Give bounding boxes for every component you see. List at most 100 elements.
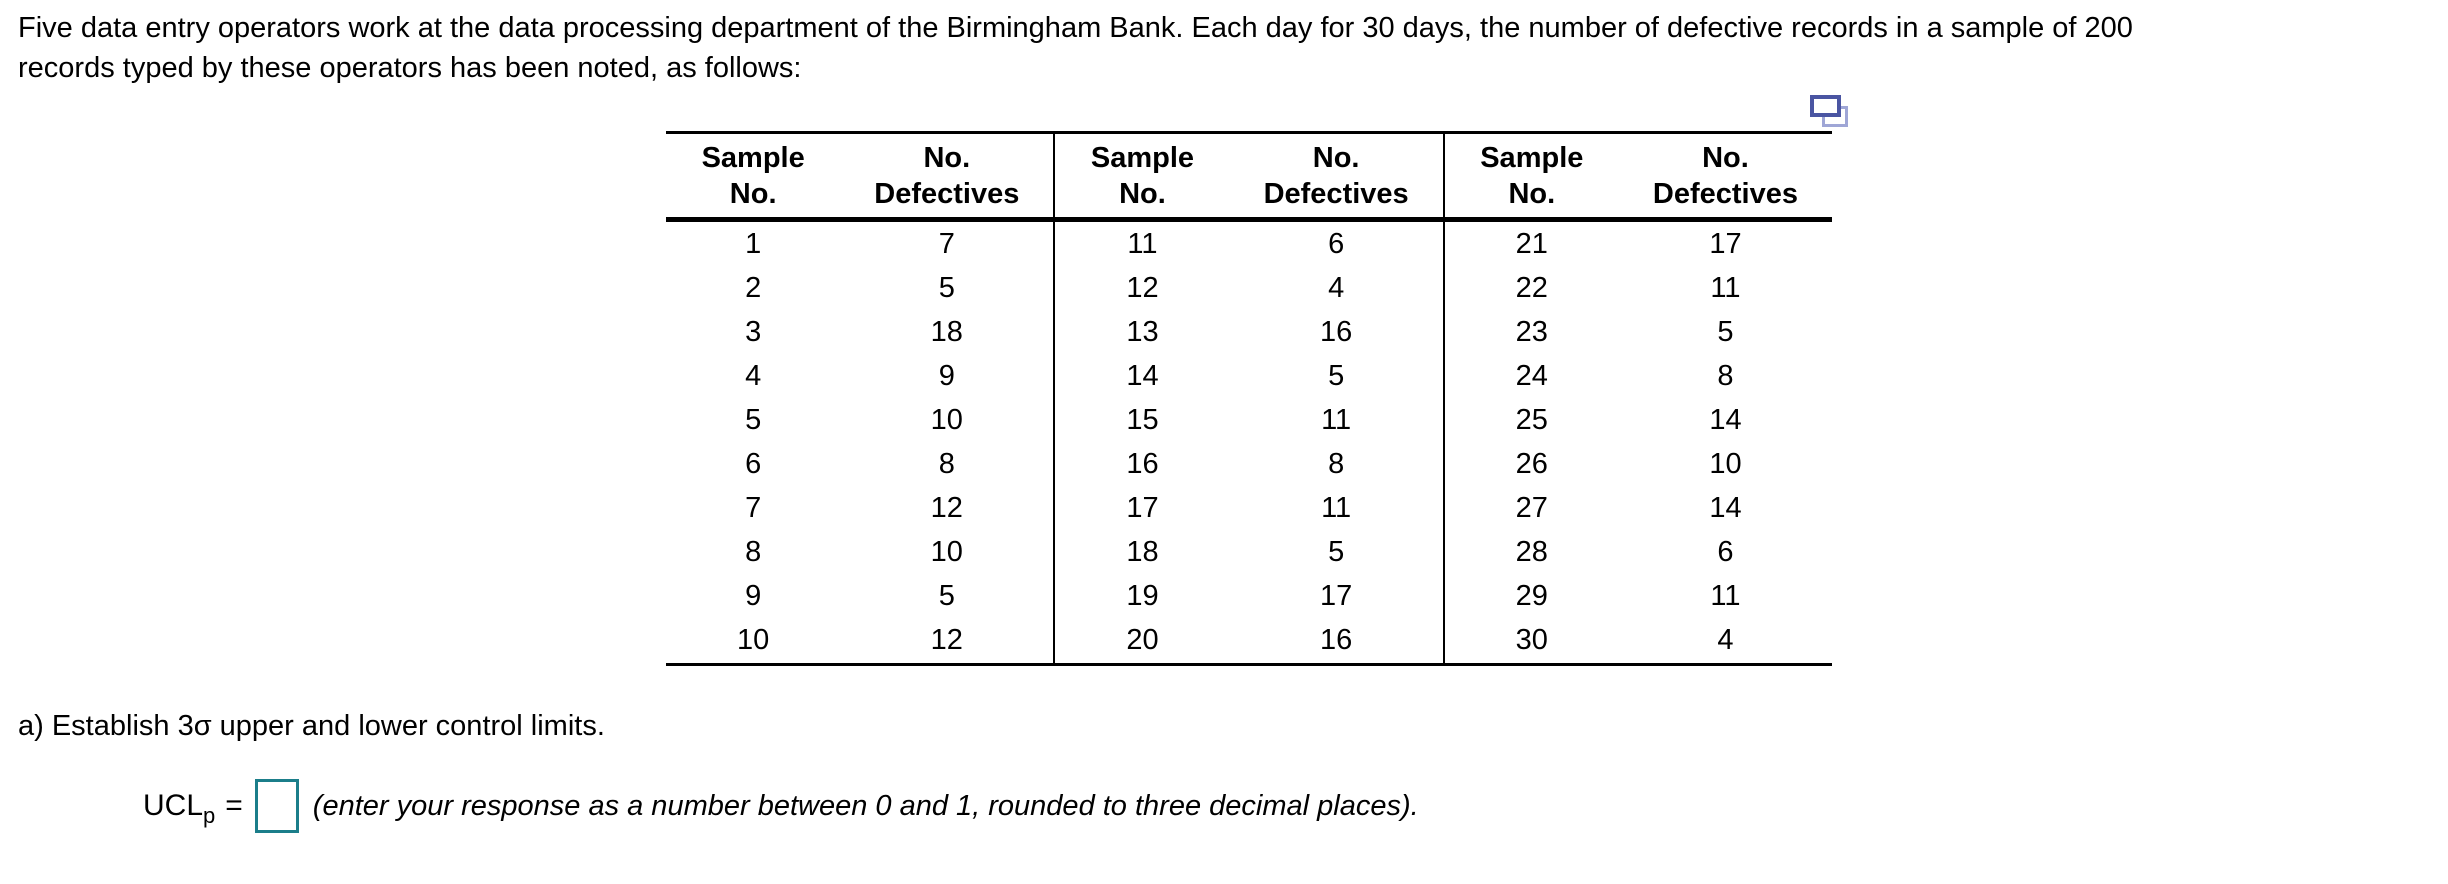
table-row: 16 8 [1055,442,1442,486]
defectives-cell: 6 [1328,227,1345,260]
table-row: 13 16 [1055,310,1442,354]
defectives-cell: 9 [938,359,955,392]
defectives-cell: 5 [1328,359,1345,392]
copy-table-icon[interactable] [1810,95,1850,131]
sample-no-cell: 17 [1126,492,1159,525]
header-sample-no: Sample No. [1445,134,1619,217]
sample-no-cell: 7 [745,492,762,525]
table-row: 17 11 [1055,487,1442,531]
defectives-cell: 10 [930,536,963,569]
defectives-cell: 8 [938,448,955,481]
table-group-2: Sample No. No. Defectives 11 6 12 4 13 16 1… [1053,134,1443,663]
defectives-cell: 4 [1328,271,1345,304]
problem-text-line2: records typed by these operators has bee… [18,52,802,84]
table-row: 14 5 [1055,354,1442,398]
sample-no-cell: 16 [1126,448,1159,481]
sample-no-cell: 18 [1126,536,1159,569]
defectives-cell: 12 [930,492,963,525]
table-row: 11 6 [1055,222,1442,266]
table-group-3: Sample No. No. Defectives 21 17 22 11 23 5 … [1442,134,1832,663]
header-sample-no: Sample No. [1055,134,1229,217]
sample-no-cell: 27 [1515,492,1548,525]
sample-no-cell: 12 [1126,271,1159,304]
table-row: 8 10 [666,531,1053,575]
table-header-row: Sample No. No. Defectives [666,134,1054,222]
sample-no-cell: 5 [745,403,762,436]
answer-format-hint: (enter your response as a number between… [312,789,1419,822]
defectives-cell: 14 [1709,492,1742,525]
defectives-cell: 7 [938,227,955,260]
sample-no-cell: 25 [1515,403,1548,436]
sample-no-cell: 22 [1515,271,1548,304]
sample-no-cell: 4 [745,359,762,392]
defectives-cell: 17 [1320,580,1353,613]
defectives-cell: 16 [1320,624,1353,657]
ucl-label: UCL [143,789,204,822]
table-row: 10 12 [666,619,1053,663]
table-row: 29 11 [1445,575,1832,619]
defectives-cell: 11 [1710,271,1741,304]
table-row: 19 17 [1055,575,1442,619]
sample-no-cell: 13 [1126,315,1159,348]
table-row: 25 14 [1445,398,1832,442]
defectives-cell: 10 [1709,448,1742,481]
sample-no-cell: 30 [1515,624,1548,657]
defectives-cell: 5 [938,271,955,304]
table-row: 3 18 [666,310,1053,354]
defectives-cell: 17 [1709,227,1742,260]
defectives-cell: 8 [1328,448,1345,481]
ucl-answer-row: UCL p = (enter your response as a number … [143,778,1419,834]
table-header-row: Sample No. No. Defectives [1055,134,1443,222]
sample-no-cell: 29 [1515,580,1548,613]
table-row: 26 10 [1445,442,1832,486]
sample-no-cell: 21 [1515,227,1548,260]
sample-no-cell: 3 [745,315,762,348]
header-line: Sample [701,141,805,174]
defectives-cell: 8 [1717,359,1734,392]
defectives-cell: 5 [1717,315,1734,348]
table-row: 20 16 [1055,619,1442,663]
sample-no-cell: 10 [737,624,770,657]
sample-no-cell: 6 [745,448,762,481]
defectives-cell: 14 [1709,403,1742,436]
table-row: 22 11 [1445,266,1832,310]
equals-sign: = [225,789,243,822]
header-no-defectives: No. Defectives [1619,134,1832,217]
defectives-cell: 11 [1321,403,1352,436]
header-line: Defectives [1652,177,1798,210]
sample-no-cell: 2 [745,271,762,304]
table-header-row: Sample No. No. Defectives [1444,134,1832,222]
table-row: 7 12 [666,487,1053,531]
sample-no-cell: 11 [1127,227,1158,260]
header-no-defectives: No. Defectives [840,134,1053,217]
table-row: 12 4 [1055,266,1442,310]
header-line: Sample [1090,141,1195,174]
header-line: No. [1119,177,1166,210]
ucl-answer-input[interactable] [254,779,299,833]
table-row: 21 17 [1445,222,1832,266]
table-row: 27 14 [1445,487,1832,531]
defectives-cell: 4 [1717,624,1734,657]
header-line: Defectives [1263,177,1409,210]
defectives-cell: 11 [1710,580,1741,613]
defectives-cell: 5 [938,580,955,613]
header-line: Sample [1480,141,1584,174]
sample-no-cell: 1 [745,227,762,260]
sample-no-cell: 19 [1126,580,1159,613]
sample-no-cell: 9 [745,580,762,613]
sample-no-cell: 14 [1126,359,1159,392]
defectives-cell: 10 [930,403,963,436]
table-row: 18 5 [1055,531,1442,575]
defectives-cell: 16 [1320,315,1353,348]
defectives-cell: 18 [930,315,963,348]
table-row: 24 8 [1445,354,1832,398]
header-line: No. [1508,177,1556,210]
defectives-cell: 11 [1321,492,1352,525]
ucl-subscript-p: p [203,803,216,828]
defectives-cell: 6 [1717,536,1734,569]
